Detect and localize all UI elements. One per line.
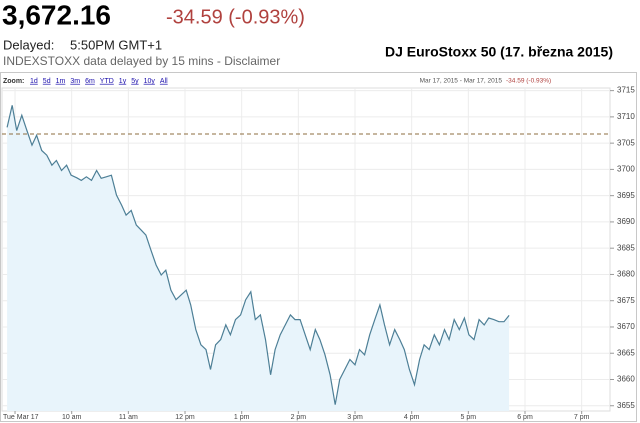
line <box>6 105 510 405</box>
x-tick-label: 10 am <box>62 414 82 421</box>
y-tick-label: 3715 <box>617 86 635 95</box>
x-tick-label: 12 pm <box>175 414 195 421</box>
area <box>7 105 510 412</box>
x-tick-label: 3 pm <box>347 414 363 421</box>
chart-frame <box>0 72 637 422</box>
zoom-options: 1d 5d 1m 3m 6m YTD 1y 5y 10y All <box>30 78 168 85</box>
x-tick-label: 1 pm <box>234 414 250 421</box>
zoom-option[interactable]: 5y <box>131 78 139 85</box>
y-tick-label: 3665 <box>617 348 635 357</box>
y-tick-label: 3695 <box>617 191 635 200</box>
x-tick-label: 4 pm <box>404 414 420 421</box>
range-change: -34.59 (-0.93%) <box>506 78 551 85</box>
price: 3,672.16 <box>2 0 111 30</box>
y-tick-label: 3685 <box>617 243 635 252</box>
chart-title: DJ EuroStoxx 50 (17. března 2015) <box>385 44 613 60</box>
y-tick-label: 3690 <box>617 217 635 226</box>
x-tick-label: Tue Mar 17 <box>3 414 39 421</box>
y-tick-label: 3655 <box>617 401 635 410</box>
source-note: INDEXSTOXX data delayed by 15 mins - Dis… <box>3 54 280 68</box>
zoom-label: Zoom: <box>3 78 24 85</box>
zoom-option[interactable]: 1y <box>119 78 127 85</box>
delayed-time: 5:50PM GMT+1 <box>70 37 162 52</box>
zoom-option[interactable]: 3m <box>70 78 80 85</box>
y-tick-label: 3670 <box>617 322 635 331</box>
x-tick-label: 2 pm <box>291 414 307 421</box>
zoom-option[interactable]: YTD <box>100 78 114 85</box>
y-tick-label: 3710 <box>617 112 635 121</box>
x-tick-label: 5 pm <box>461 414 477 421</box>
range-text: Mar 17, 2015 - Mar 17, 2015 <box>420 78 503 85</box>
delayed-label: Delayed: <box>3 37 54 52</box>
zoom-option[interactable]: 6m <box>85 78 95 85</box>
y-tick-label: 3700 <box>617 165 635 174</box>
zoom-option[interactable]: All <box>160 78 168 85</box>
y-tick-label: 3680 <box>617 270 635 279</box>
x-tick-label: 7 pm <box>574 414 590 421</box>
y-tick-label: 3660 <box>617 375 635 384</box>
price-change: -34.59 (-0.93%) <box>166 6 305 28</box>
y-tick-label: 3705 <box>617 138 635 147</box>
zoom-option[interactable]: 5d <box>43 78 51 85</box>
zoom-option[interactable]: 10y <box>144 78 156 85</box>
x-tick-label: 11 am <box>119 414 138 421</box>
y-tick-label: 3675 <box>617 296 635 305</box>
zoom-option[interactable]: 1m <box>56 78 66 85</box>
zoom-option[interactable]: 1d <box>30 78 38 85</box>
x-tick-label: 6 pm <box>517 414 533 421</box>
